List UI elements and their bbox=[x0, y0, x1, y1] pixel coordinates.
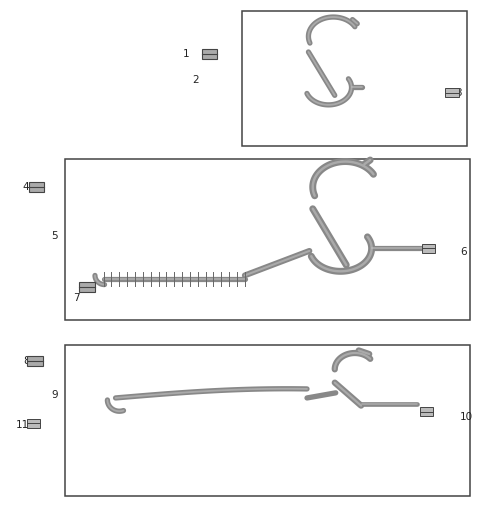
Bar bbox=[29, 182, 44, 192]
Text: 3: 3 bbox=[456, 88, 462, 98]
Text: 8: 8 bbox=[23, 356, 29, 366]
Bar bbox=[65, 346, 470, 496]
Text: 9: 9 bbox=[51, 390, 58, 400]
Bar bbox=[445, 88, 459, 97]
Text: 10: 10 bbox=[460, 412, 473, 422]
Bar bbox=[420, 408, 433, 416]
Bar bbox=[65, 159, 470, 320]
Text: 1: 1 bbox=[183, 49, 190, 59]
Text: 5: 5 bbox=[51, 230, 58, 241]
Bar bbox=[27, 356, 43, 366]
Text: 2: 2 bbox=[192, 75, 199, 85]
Bar bbox=[79, 282, 95, 291]
Text: 7: 7 bbox=[73, 293, 80, 303]
Text: 4: 4 bbox=[23, 182, 29, 192]
Text: 6: 6 bbox=[460, 247, 467, 257]
Bar bbox=[242, 11, 468, 146]
Bar bbox=[422, 244, 435, 252]
Bar bbox=[26, 419, 40, 428]
Bar bbox=[202, 49, 217, 59]
Text: 11: 11 bbox=[16, 419, 29, 430]
